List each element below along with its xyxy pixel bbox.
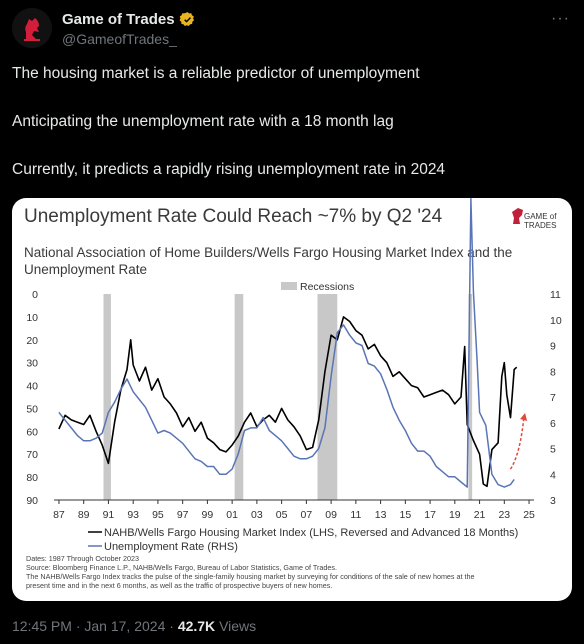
x-tick-label: 95 [152, 509, 164, 521]
forecast-arrowhead-icon [520, 413, 528, 422]
chart-note: The NAHB/Wells Fargo Index tracks the pu… [26, 572, 475, 581]
x-tick-label: 19 [449, 509, 461, 521]
tweet-line-1: The housing market is a reliable predict… [12, 65, 420, 82]
tweet-header: Game of Trades @GameofTrades_ ··· [12, 6, 572, 50]
dot-separator: · [169, 618, 178, 634]
left-tick-label: 70 [26, 449, 38, 461]
left-tick-label: 20 [26, 335, 38, 347]
chart-legend: NAHB/Wells Fargo Housing Market Index (L… [88, 527, 518, 553]
x-tick-label: 25 [523, 509, 535, 521]
x-tick-label: 03 [251, 509, 263, 521]
x-tick-label: 07 [301, 509, 313, 521]
left-tick-label: 0 [32, 289, 38, 301]
right-tick-label: 11 [550, 289, 561, 301]
chart-subtitle-1: National Association of Home Builders/We… [24, 245, 512, 260]
chart-notes: Dates: 1987 Through October 2023Source: … [26, 554, 475, 590]
logo-horse-icon [512, 208, 523, 224]
right-tick-label: 5 [550, 444, 556, 456]
more-options-icon[interactable]: ··· [551, 10, 570, 27]
recession-legend-swatch [281, 282, 297, 290]
chart-title: Unemployment Rate Could Reach ~7% by Q2 … [24, 206, 443, 227]
right-tick-label: 10 [550, 315, 562, 327]
recession-bar-1 [234, 294, 244, 500]
right-tick-label: 8 [550, 366, 556, 378]
views-label: Views [219, 618, 257, 634]
recession-legend-label: Recessions [300, 281, 354, 293]
tweet-line-2: Anticipating the unemployment rate with … [12, 113, 394, 130]
right-tick-label: 7 [550, 392, 556, 404]
x-tick-label: 23 [498, 509, 510, 521]
legend-label-1: Unemployment Rate (RHS) [104, 541, 238, 553]
display-name[interactable]: Game of Trades [62, 11, 175, 28]
horse-logo-icon [12, 8, 52, 48]
tweet-time[interactable]: 12:45 PM [12, 618, 72, 634]
unemployment-rate-line [58, 198, 515, 488]
chart-note: Dates: 1987 Through October 2023 [26, 554, 139, 563]
handle[interactable]: @GameofTrades_ [62, 31, 177, 47]
right-tick-label: 3 [550, 495, 556, 507]
x-tick-label: 87 [53, 509, 65, 521]
tweet-footer: 12:45 PM · Jan 17, 2024 · 42.7K Views [12, 618, 256, 634]
x-tick-label: 09 [325, 509, 337, 521]
right-tick-label: 6 [550, 418, 556, 430]
forecast-arrow [509, 414, 525, 470]
tweet-text: The housing market is a reliable predict… [12, 64, 572, 208]
left-tick-label: 60 [26, 426, 38, 438]
left-tick-label: 40 [26, 381, 38, 393]
chart: Unemployment Rate Could Reach ~7% by Q2 … [24, 198, 562, 590]
x-tick-label: 17 [424, 509, 436, 521]
legend-label-0: NAHB/Wells Fargo Housing Market Index (L… [104, 527, 518, 539]
x-tick-label: 93 [127, 509, 139, 521]
x-tick-label: 01 [226, 509, 238, 521]
avatar[interactable] [12, 8, 52, 48]
tweet-media-chart[interactable]: Unemployment Rate Could Reach ~7% by Q2 … [12, 198, 572, 601]
recession-bar-0 [103, 294, 111, 500]
tweet-date[interactable]: Jan 17, 2024 [84, 618, 166, 634]
x-tick-label: 91 [103, 509, 115, 521]
logo-text-1: GAME of [524, 212, 557, 221]
views-count: 42.7K [177, 618, 216, 634]
housing-index-line [58, 316, 518, 488]
recession-bar-2 [317, 294, 338, 500]
chart-note: present time and in the next 6 months, a… [26, 581, 332, 590]
x-tick-label: 21 [474, 509, 486, 521]
game-of-trades-logo: GAME of TRADES [512, 208, 557, 230]
recession-bar-3 [468, 294, 473, 500]
x-tick-label: 99 [202, 509, 214, 521]
left-tick-label: 10 [26, 312, 38, 324]
logo-text-2: TRADES [524, 221, 556, 230]
right-tick-label: 9 [550, 341, 556, 353]
x-tick-label: 89 [78, 509, 90, 521]
left-tick-label: 90 [26, 495, 38, 507]
left-tick-label: 50 [26, 403, 38, 415]
x-tick-label: 11 [350, 509, 361, 521]
x-tick-label: 97 [177, 509, 189, 521]
right-tick-label: 4 [550, 469, 556, 481]
x-tick-label: 05 [276, 509, 288, 521]
chart-note: Source: Bloomberg Finance L.P., NAHB/Wel… [26, 563, 337, 572]
verified-badge-icon [179, 12, 194, 27]
dot-separator: · [75, 618, 85, 634]
x-tick-label: 13 [375, 509, 387, 521]
chart-subtitle-2: Unemployment Rate [24, 262, 147, 277]
x-tick-label: 15 [399, 509, 411, 521]
left-tick-label: 30 [26, 358, 38, 370]
tweet-line-3: Currently, it predicts a rapidly rising … [12, 161, 446, 178]
left-tick-label: 80 [26, 472, 38, 484]
